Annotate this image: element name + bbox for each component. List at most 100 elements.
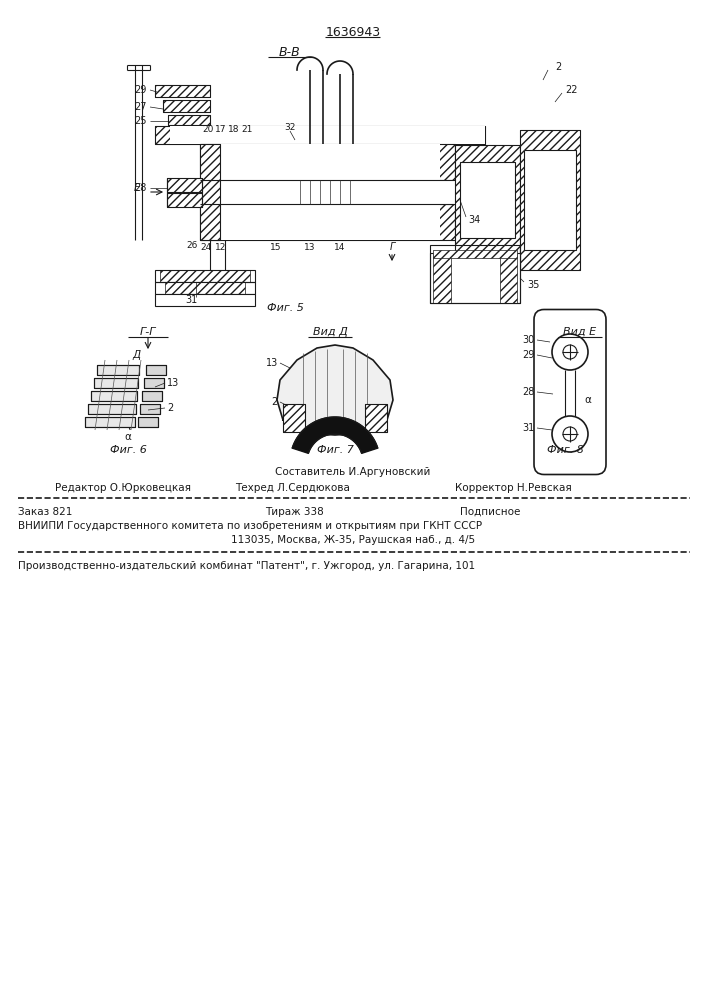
Bar <box>167 193 202 207</box>
Bar <box>520 130 580 270</box>
Bar <box>163 100 210 112</box>
Text: ВНИИПИ Государственного комитета по изобретениям и открытиям при ГКНТ СССР: ВНИИПИ Государственного комитета по изоб… <box>18 521 482 531</box>
Bar <box>144 378 164 388</box>
Text: 29: 29 <box>134 85 147 95</box>
Bar <box>91 391 137 401</box>
Text: 26: 26 <box>187 240 198 249</box>
Bar <box>167 178 202 192</box>
Bar <box>97 365 139 375</box>
Bar <box>200 144 455 180</box>
Bar <box>200 144 220 240</box>
Bar <box>155 294 255 306</box>
Text: Производственно-издательский комбинат "Патент", г. Ужгород, ул. Гагарина, 101: Производственно-издательский комбинат "П… <box>18 561 475 571</box>
Text: 13: 13 <box>167 378 180 388</box>
Text: 28: 28 <box>134 183 147 193</box>
Bar <box>460 162 515 238</box>
Text: 13: 13 <box>266 358 278 368</box>
Bar <box>200 204 455 240</box>
Bar <box>155 85 210 97</box>
Bar <box>146 365 166 375</box>
Bar <box>88 404 136 414</box>
Text: 21: 21 <box>241 125 252 134</box>
Bar <box>160 270 250 282</box>
Text: Фиг. 7: Фиг. 7 <box>317 445 354 455</box>
Bar <box>200 204 455 240</box>
Text: Вид Д: Вид Д <box>312 327 347 337</box>
FancyBboxPatch shape <box>534 310 606 475</box>
Text: 28: 28 <box>522 387 535 397</box>
Bar <box>142 391 162 401</box>
Bar <box>460 162 515 238</box>
Text: Корректор Н.Ревская: Корректор Н.Ревская <box>455 483 572 493</box>
Polygon shape <box>277 345 393 435</box>
Text: 20: 20 <box>202 125 214 134</box>
Text: 27: 27 <box>134 102 147 112</box>
Text: 25: 25 <box>134 116 147 126</box>
Text: Д: Д <box>132 350 140 360</box>
Bar <box>163 100 210 112</box>
Bar <box>283 404 305 432</box>
Bar <box>88 404 136 414</box>
Bar <box>155 126 485 144</box>
Text: 2: 2 <box>167 403 173 413</box>
Text: E: E <box>134 183 140 193</box>
Text: Фиг. 8: Фиг. 8 <box>547 445 583 455</box>
Text: Техред Л.Сердюкова: Техред Л.Сердюкова <box>235 483 350 493</box>
Text: 31: 31 <box>185 295 197 305</box>
Bar <box>155 126 485 144</box>
Text: Г-Г: Г-Г <box>140 327 156 337</box>
Text: α: α <box>585 395 592 405</box>
Bar <box>455 145 520 255</box>
Text: В-В: В-В <box>279 45 301 58</box>
Text: Фиг. 5: Фиг. 5 <box>267 303 303 313</box>
Bar <box>94 378 138 388</box>
Text: 30: 30 <box>522 335 535 345</box>
Bar <box>430 245 520 303</box>
Bar <box>146 365 166 375</box>
Bar <box>200 144 455 180</box>
Bar <box>168 115 210 125</box>
Bar <box>155 85 210 97</box>
Text: 15: 15 <box>270 243 282 252</box>
Text: Составитель И.Аргуновский: Составитель И.Аргуновский <box>275 467 431 477</box>
Bar <box>200 144 220 240</box>
Text: 22: 22 <box>565 85 578 95</box>
Bar <box>167 193 202 207</box>
Bar <box>524 150 576 250</box>
Text: Тираж 338: Тираж 338 <box>265 507 324 517</box>
Text: 2: 2 <box>271 397 278 407</box>
Text: 29: 29 <box>522 350 535 360</box>
Text: 35: 35 <box>527 280 539 290</box>
Text: Подписное: Подписное <box>460 507 520 517</box>
Text: Редактор О.Юрковецкая: Редактор О.Юрковецкая <box>55 483 191 493</box>
Bar <box>85 417 135 427</box>
Bar <box>94 378 138 388</box>
Bar <box>433 250 517 258</box>
Text: α: α <box>124 432 132 442</box>
Text: Заказ 821: Заказ 821 <box>18 507 72 517</box>
Bar <box>455 145 520 255</box>
Bar <box>165 282 245 294</box>
Bar <box>170 126 485 144</box>
Text: 13: 13 <box>304 243 316 252</box>
Bar <box>97 365 139 375</box>
Bar <box>500 253 517 303</box>
Bar <box>365 404 387 432</box>
Text: 34: 34 <box>468 215 480 225</box>
Bar <box>155 270 255 282</box>
Bar <box>200 180 455 204</box>
Bar <box>85 417 135 427</box>
Bar <box>155 282 255 294</box>
Bar <box>215 204 440 240</box>
Bar <box>140 404 160 414</box>
Text: 17: 17 <box>215 125 227 134</box>
Bar <box>138 417 158 427</box>
Text: 113035, Москва, Ж-35, Раушская наб., д. 4/5: 113035, Москва, Ж-35, Раушская наб., д. … <box>231 535 475 545</box>
Text: 24: 24 <box>200 243 211 252</box>
Bar <box>168 115 210 125</box>
Bar <box>520 130 580 270</box>
Text: Г: Г <box>390 242 395 252</box>
Text: Вид Е: Вид Е <box>563 327 597 337</box>
Polygon shape <box>292 417 378 453</box>
Bar <box>215 144 440 180</box>
